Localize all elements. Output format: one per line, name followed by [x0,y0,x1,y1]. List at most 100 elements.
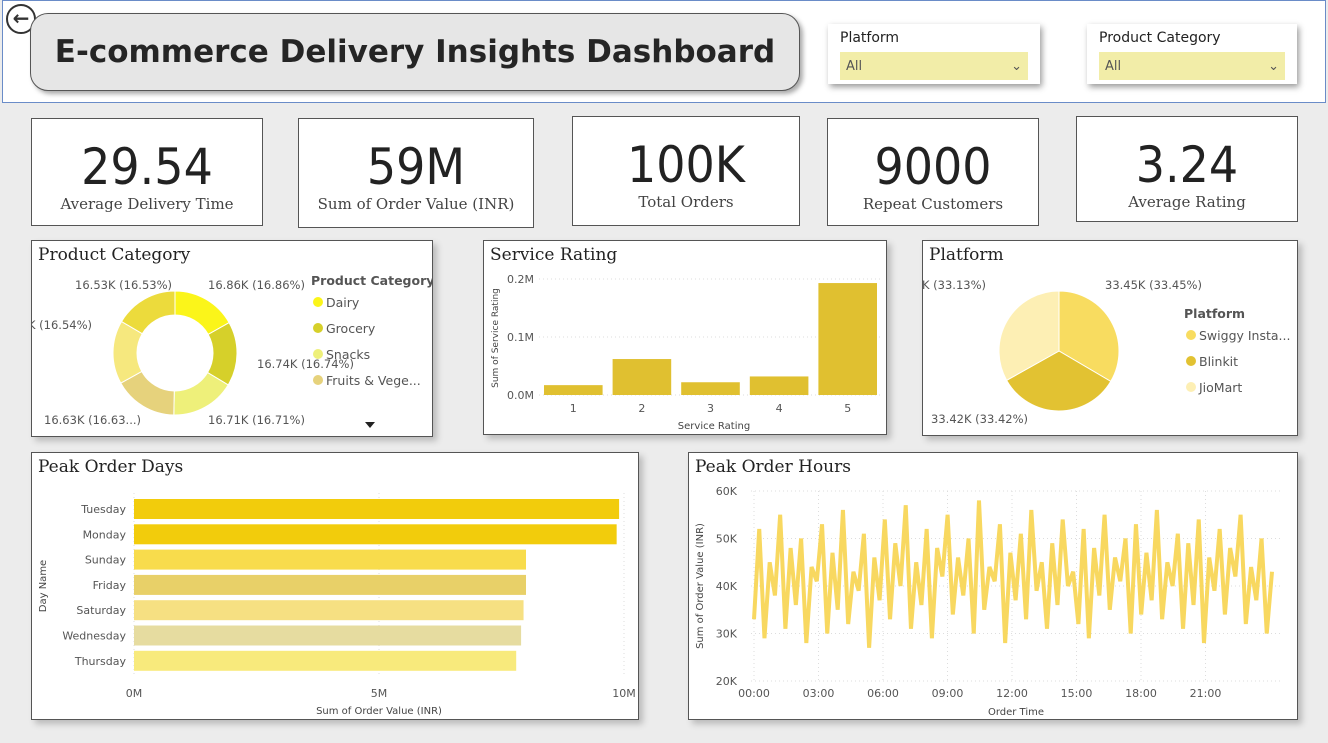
product-category-donut: 16.86K (16.86%) 16.74K (16.74%) 16.71K (16… [32,273,432,428]
pie-slice [120,290,176,335]
data-label: 16.74K (16.74%) [257,357,354,371]
peak-order-days-card: Peak Order Days 0M 5M 10M Tuesday Monday Sund… [31,452,639,720]
legend-item: Blinkit [1199,354,1238,369]
legend-title: Product Category [311,273,432,288]
data-label: 33.13K (33.13%) [923,278,986,292]
kpi-card: 59M Sum of Order Value (INR) [298,118,534,228]
page-title: E-commerce Delivery Insights Dashboard [30,13,800,91]
kpi-value: 3.24 [1135,136,1239,194]
chart-title: Peak Order Days [38,457,184,477]
bar [681,382,740,395]
data-label: 16.53K (16.53%) [75,278,172,292]
bar [134,524,617,545]
platform-dropdown[interactable]: All ⌄ [840,52,1028,80]
y-tick-label: 20K [716,675,738,688]
y-tick-label: 30K [716,628,738,641]
legend-title: Platform [1184,306,1245,321]
x-axis-title: Service Rating [678,421,750,432]
bar [134,625,522,646]
y-tick-label: Thursday [74,655,127,668]
chart-title: Service Rating [490,245,618,265]
x-tick-label: 09:00 [932,687,964,700]
y-axis-title: Day Name [38,560,49,612]
y-axis-title: Sum of Service Rating [491,288,501,388]
data-label: 16.63K (16.63...) [44,413,141,427]
legend-item: Dairy [326,295,360,310]
y-tick-label: 0.1M [507,331,534,344]
slicer-value: All [846,58,863,74]
product-category-card: Product Category 16.86K (16.86%) 16.74K (… [31,240,433,437]
x-tick-label: 4 [776,402,783,415]
peak-order-days-chart: 0M 5M 10M Tuesday Monday Sunday Friday Saturday… [38,493,636,717]
legend-item: JioMart [1198,380,1242,395]
kpi-label: Average Delivery Time [60,195,234,213]
chevron-down-icon: ⌄ [1011,58,1022,74]
kpi-value: 59M [366,138,466,196]
kpi-card: 3.24 Average Rating [1076,116,1298,222]
peak-order-hours-card: Peak Order Hours 20K 30K 40K 50K 60K 00:00 03:… [688,452,1298,720]
legend-marker [313,323,323,333]
bar [818,283,877,395]
kpi-value: 100K [627,136,745,194]
slicer-value: All [1105,58,1122,74]
pie-slice [998,290,1060,382]
chart-title: Platform [929,245,1004,265]
kpi-card: 9000 Repeat Customers [827,118,1039,226]
kpi-card: 100K Total Orders [572,116,800,226]
chart-title: Product Category [38,245,191,265]
y-tick-label: 0.0M [507,389,534,402]
legend-marker [313,349,323,359]
bar [544,385,603,395]
chevron-down-icon: ⌄ [1268,58,1279,74]
legend-marker [1186,356,1196,366]
scroll-down-icon [365,422,375,428]
platform-slicer[interactable]: Platform All ⌄ [828,24,1040,84]
kpi-label: Sum of Order Value (INR) [317,195,515,213]
platform-pie: 33.45K (33.45%) 33.42K (33.42%) 33.13K (33… [923,278,1290,426]
y-tick-label: Saturday [76,604,126,617]
x-tick-label: 15:00 [1061,687,1093,700]
platform-card: Platform 33.45K (33.45%)33.42K (33.42%)3… [922,240,1298,436]
x-axis-title: Sum of Order Value (INR) [316,706,442,717]
data-label: 33.42K (33.42%) [931,412,1028,426]
x-tick-label: 10M [612,687,636,700]
y-tick-label: 60K [716,485,738,498]
x-tick-label: 21:00 [1190,687,1222,700]
pie-slice [1058,290,1120,383]
x-tick-label: 1 [570,402,577,415]
legend-marker [1186,330,1196,340]
x-axis-title: Order Time [988,707,1044,718]
slicer-label: Platform [840,30,900,46]
y-tick-label: 0.2M [507,273,534,286]
y-tick-label: 40K [716,580,738,593]
x-tick-label: 12:00 [996,687,1028,700]
y-tick-label: Tuesday [80,503,126,516]
product-category-dropdown[interactable]: All ⌄ [1099,52,1285,80]
x-tick-label: 2 [638,402,645,415]
service-rating-chart: 0.0M 0.1M 0.2M 1 2 3 4 5 Service Rating Sum of Se… [491,273,882,432]
bar [134,499,620,519]
legend-marker [1186,382,1196,392]
y-tick-label: Wednesday [62,630,126,643]
kpi-label: Total Orders [638,193,734,211]
kpi-label: Average Rating [1128,193,1246,211]
bar [749,376,809,395]
product-category-slicer[interactable]: Product Category All ⌄ [1087,24,1297,84]
legend-item: Fruits & Vege... [326,373,421,388]
x-tick-label: 00:00 [738,687,770,700]
y-axis-title: Sum of Order Value (INR) [695,523,706,649]
x-tick-label: 06:00 [867,687,899,700]
x-tick-label: 03:00 [803,687,835,700]
kpi-value: 29.54 [81,138,213,196]
legend-item: Swiggy Insta... [1199,328,1290,343]
bar [612,359,672,395]
kpi-card: 29.54 Average Delivery Time [31,118,263,226]
bar [134,600,524,621]
back-arrow-icon[interactable]: ← [6,4,36,34]
y-tick-label: Friday [93,579,127,592]
x-tick-label: 5M [371,687,388,700]
x-tick-label: 18:00 [1125,687,1157,700]
x-tick-label: 0M [126,687,143,700]
y-tick-label: 50K [716,533,738,546]
bar [134,650,517,671]
